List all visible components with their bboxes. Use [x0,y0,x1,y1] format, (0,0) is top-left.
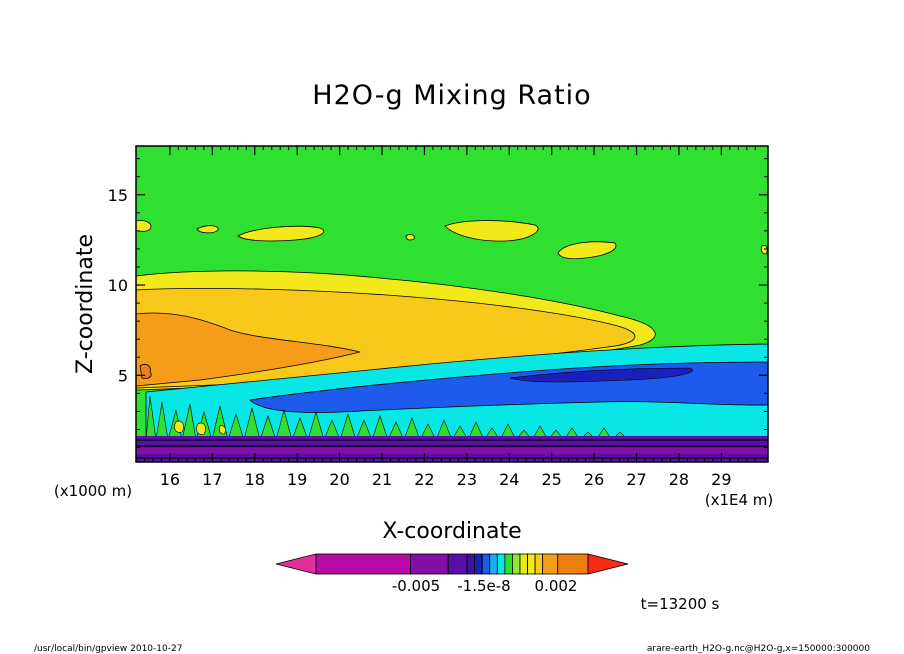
patch-upper-2 [237,225,325,242]
colorbar-min-arrow [275,553,317,575]
surface-band-inner [136,448,768,454]
y-unit-label: (x1000 m) [54,482,132,500]
x-tick-label: 26 [584,470,604,489]
x-tick-label: 23 [457,470,477,489]
y-tick-label: 10 [108,276,128,295]
patch-upper-5 [760,245,768,255]
colorbar-segment [474,553,483,575]
colorbar-segment [534,553,544,575]
patch-upper-3 [444,220,539,242]
x-tick-label: 20 [329,470,349,489]
dry-blue-core [509,367,693,383]
x-axis-label: X-coordinate [382,519,521,544]
colorbar-segment [447,553,468,575]
y-tick-label: 5 [118,366,128,385]
colorbar-label-max: 0.002 [535,577,578,595]
colorbar-segment [489,553,498,575]
y-axis-label: Z-coordinate [73,234,98,374]
x-tick-label: 18 [245,470,265,489]
moist-layer-core [139,364,152,379]
x-tick-label: 24 [499,470,519,489]
x-tick-label: 21 [372,470,392,489]
colorbar-segment [410,553,449,575]
chart-title: H2O-g Mixing Ratio [312,80,591,111]
colorbar-segment [527,553,536,575]
patch-upper-1 [196,225,219,234]
colorbar-segment [542,553,559,575]
moist-layer-mid [136,312,361,387]
x-tick-label: 19 [287,470,307,489]
x-tick-label: 29 [711,470,731,489]
x-tick-label: 25 [541,470,561,489]
x-tick-label: 16 [160,470,180,489]
time-label: t=13200 s [641,595,720,613]
plot-frame [135,145,769,463]
colorbar-segment [466,553,476,575]
plot-area [136,146,768,462]
colorbar-segment [315,553,411,575]
x-unit-label: (x1E4 m) [705,491,774,509]
colorbar-segment [496,553,506,575]
patch-upper-4 [557,241,617,260]
y-axis: 5 10 15 [108,158,768,449]
y-tick-label: 15 [108,186,128,205]
x-tick-label: 22 [414,470,434,489]
x-tick-label: 17 [202,470,222,489]
colorbar-segment [512,553,521,575]
colorbar-segment [504,553,513,575]
colorbar-segment [519,553,528,575]
colorbar-label-mid: -1.5e-8 [457,577,510,595]
footer-left: /usr/local/bin/gpview 2010-10-27 [34,644,182,654]
boundary-spikes [145,395,629,442]
boundary-yellow-spots [174,420,226,435]
colorbar-segment [557,553,589,575]
x-axis: 16 17 18 19 20 21 22 23 24 25 26 27 28 29 [143,146,756,489]
patch-upper-6 [405,234,415,241]
colorbar-max-arrow [587,553,629,575]
colorbar-segment [481,553,491,575]
surface-band-detail [136,439,768,459]
footer-right: arare-earth_H2O-g.nc@H2O-g,x=150000:3000… [647,644,870,654]
colorbar [275,553,629,575]
colorbar-label-min: -0.005 [392,577,440,595]
x-tick-label: 27 [626,470,646,489]
x-tick-label: 28 [669,470,689,489]
